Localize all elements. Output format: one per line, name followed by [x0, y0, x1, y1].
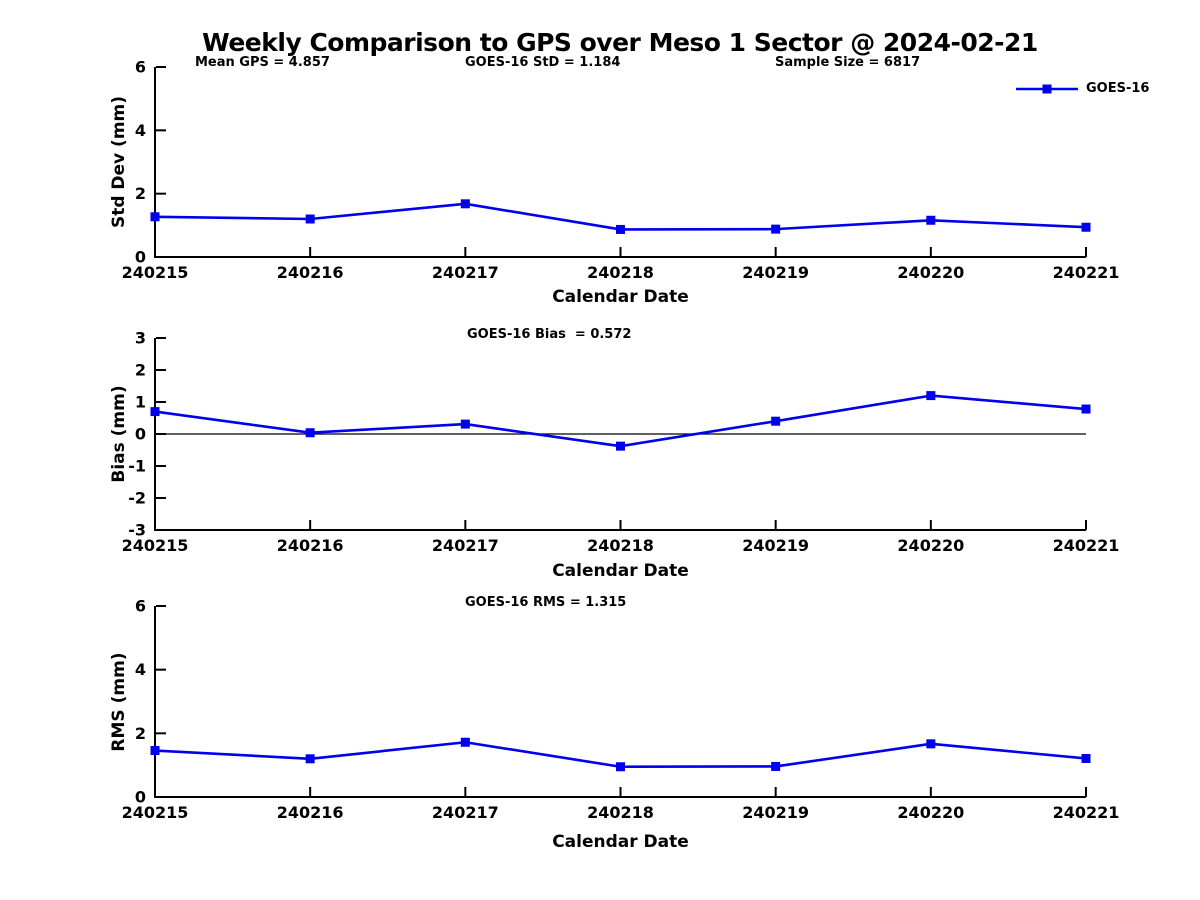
legend-line-sample: [1016, 84, 1078, 93]
data-point-marker: [305, 214, 315, 224]
x-tick-label: 240219: [742, 803, 809, 822]
data-point-marker: [150, 407, 160, 417]
annotation-mean-gps: Mean GPS = 4.857: [195, 55, 330, 70]
data-line: [154, 394, 1087, 448]
x-tick-label: 240218: [587, 803, 654, 822]
x-tick-label: 240215: [122, 536, 189, 555]
x-axis-label-calendar-date-3: Calendar Date: [552, 832, 689, 852]
figure-title: Weekly Comparison to GPS over Meso 1 Sec…: [202, 28, 1038, 57]
legend: GOES-16: [1015, 81, 1149, 96]
x-tick-label: 240218: [587, 263, 654, 282]
data-point-marker: [771, 224, 781, 234]
x-tick-label: 240217: [432, 536, 499, 555]
data-point-marker: [1081, 222, 1091, 232]
y-tick-label: -3: [128, 521, 146, 540]
x-tick-label: 240216: [277, 263, 344, 282]
data-point-marker: [1081, 404, 1091, 414]
data-point-marker: [771, 416, 781, 426]
annotation-sample-size: Sample Size = 6817: [775, 55, 921, 70]
annotation-goes16-rms: GOES-16 RMS = 1.315: [465, 595, 627, 610]
y-tick-label: -2: [128, 489, 146, 508]
data-point-marker: [150, 212, 160, 222]
y-tick-label: 2: [135, 724, 146, 743]
y-tick-label: 0: [135, 425, 146, 444]
data-point-marker: [305, 428, 315, 438]
x-tick-label: 240215: [122, 263, 189, 282]
y-tick-label: 0: [135, 788, 146, 807]
x-tick-label: 240217: [432, 803, 499, 822]
data-point-marker: [460, 737, 470, 747]
x-tick-label: 240217: [432, 263, 499, 282]
data-point-marker: [460, 199, 470, 209]
x-tick-label: 240216: [277, 536, 344, 555]
x-tick-label: 240218: [587, 536, 654, 555]
data-point-marker: [150, 746, 160, 756]
y-tick-label: 0: [135, 248, 146, 267]
x-tick-label: 240219: [742, 536, 809, 555]
y-tick-label: 2: [135, 184, 146, 203]
x-tick-label: 240221: [1053, 536, 1120, 555]
x-axis-label-calendar-date-2: Calendar Date: [552, 561, 689, 581]
annotation-goes16-std: GOES-16 StD = 1.184: [465, 55, 621, 70]
annotation-goes16-bias: GOES-16 Bias = 0.572: [467, 327, 632, 342]
x-tick-label: 240221: [1053, 803, 1120, 822]
data-point-marker: [926, 391, 936, 401]
y-tick-label: -1: [128, 457, 146, 476]
x-tick-label: 240220: [897, 536, 964, 555]
data-point-marker: [926, 215, 936, 225]
legend-marker-icon: [1042, 84, 1052, 93]
x-tick-label: 240215: [122, 803, 189, 822]
legend-label: GOES-16: [1086, 81, 1150, 96]
x-tick-label: 240220: [897, 263, 964, 282]
x-tick-label: 240216: [277, 803, 344, 822]
x-axis-label-calendar-date-1: Calendar Date: [552, 287, 689, 307]
data-point-marker: [616, 441, 625, 451]
y-tick-label: 2: [135, 361, 146, 380]
data-point-marker: [616, 762, 625, 772]
data-point-marker: [616, 224, 625, 234]
data-point-marker: [771, 761, 781, 771]
y-tick-label: 6: [135, 597, 146, 616]
data-point-marker: [1081, 753, 1091, 763]
y-tick-label: 3: [135, 329, 146, 348]
y-tick-label: 6: [135, 58, 146, 77]
x-tick-label: 240219: [742, 263, 809, 282]
y-tick-label: 1: [135, 393, 146, 412]
data-point-marker: [460, 419, 470, 429]
x-tick-label: 240221: [1053, 263, 1120, 282]
y-tick-label: 4: [135, 660, 146, 679]
data-point-marker: [305, 754, 315, 764]
data-point-marker: [926, 739, 936, 749]
x-tick-label: 240220: [897, 803, 964, 822]
y-tick-label: 4: [135, 121, 146, 140]
